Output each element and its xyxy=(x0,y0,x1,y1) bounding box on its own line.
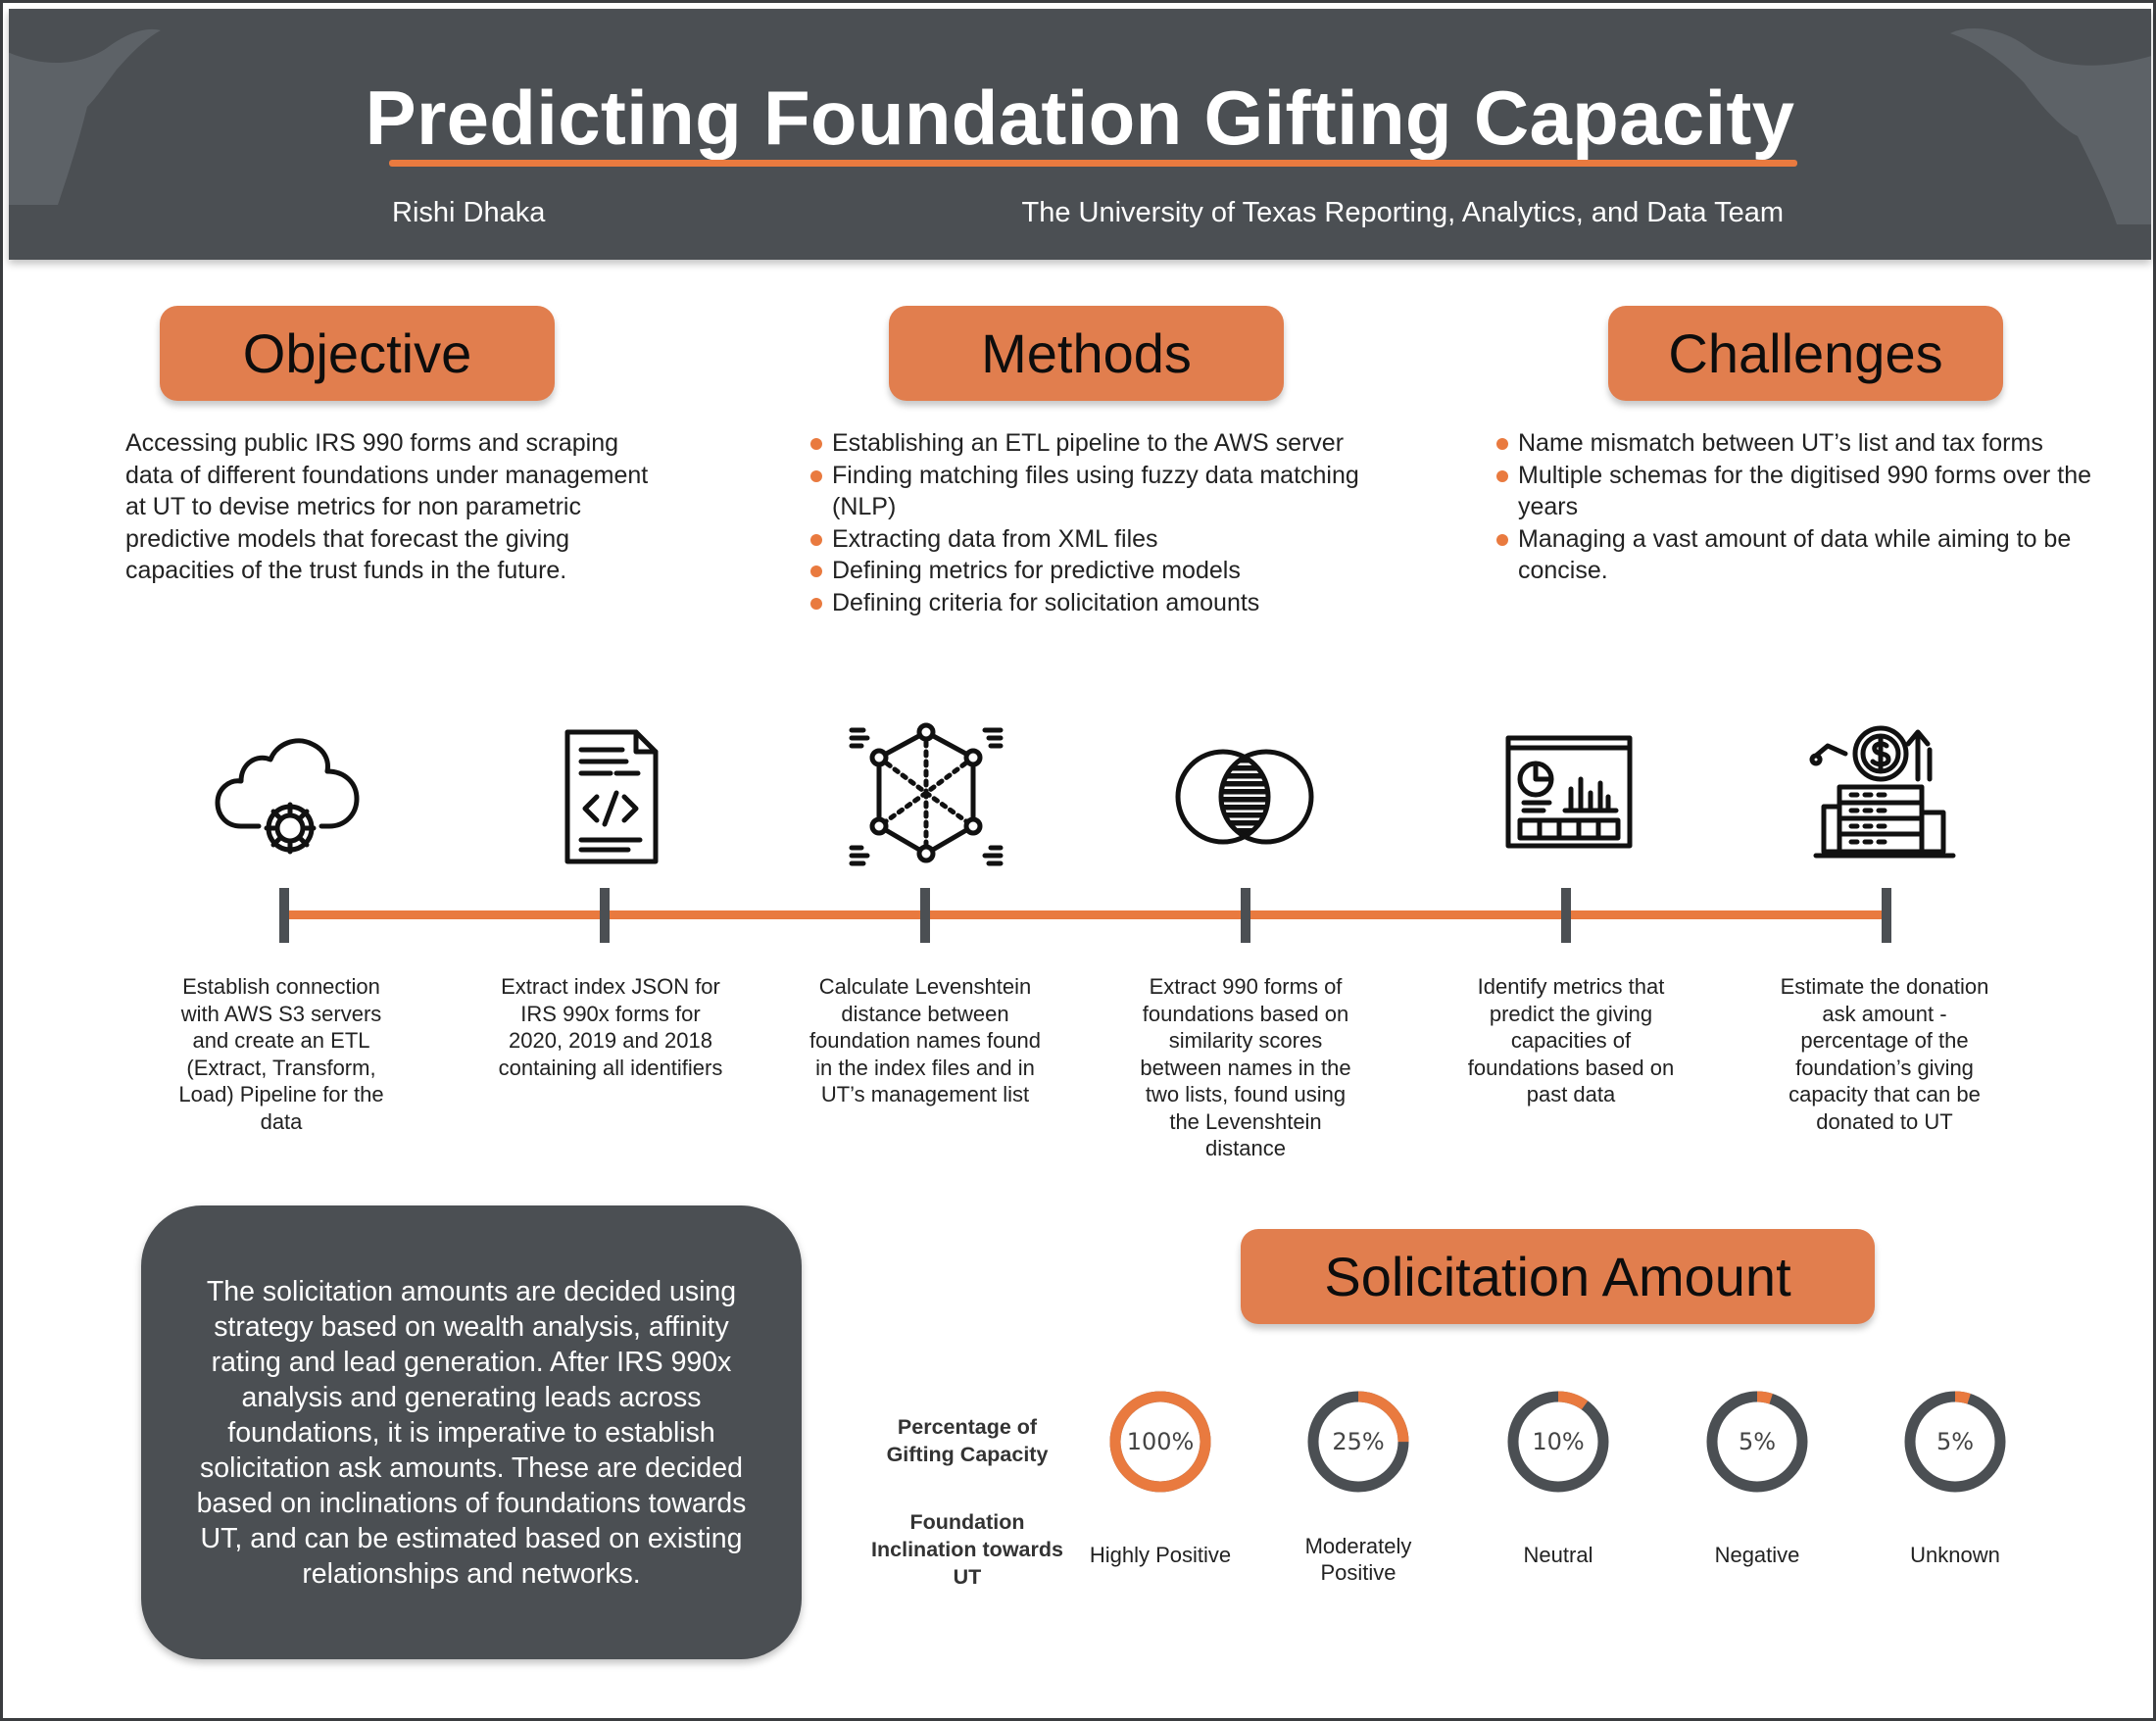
inclination-label: Unknown xyxy=(1910,1543,2000,1567)
money-growth-icon xyxy=(1809,725,1956,859)
methods-item: Finding matching files using fuzzy data … xyxy=(810,460,1398,523)
inclination-label: Highly Positive xyxy=(1089,1543,1232,1567)
inclination-label: Negative xyxy=(1714,1543,1800,1567)
methods-item: Extracting data from XML files xyxy=(810,523,1398,556)
analytics-dashboard-icon xyxy=(1505,735,1633,849)
donut-fill-arc xyxy=(1904,1391,2006,1493)
organization-name: The University of Texas Reporting, Analy… xyxy=(1021,197,1784,228)
donut-fill-arc xyxy=(1109,1391,1211,1493)
methods-item: Defining criteria for solicitation amoun… xyxy=(810,587,1398,619)
donut-percent-label: 25% xyxy=(1332,1428,1384,1455)
inclination-row-label: Foundation Inclination towards UT xyxy=(871,1510,1063,1589)
challenges-list: Name mismatch between UT’s list and tax … xyxy=(1496,427,2104,587)
donut-percent-label: 5% xyxy=(1936,1428,1974,1455)
solicitation-heading: Solicitation Amount xyxy=(1241,1229,1875,1324)
timeline-step-text: Extract 990 forms of foundations based o… xyxy=(1140,974,1351,1160)
challenges-item: Name mismatch between UT’s list and tax … xyxy=(1496,427,2104,460)
timeline-tick xyxy=(920,888,930,943)
inclination-label: Neutral xyxy=(1523,1543,1593,1567)
timeline-tick xyxy=(1561,888,1571,943)
methods-list: Establishing an ETL pipeline to the AWS … xyxy=(810,427,1398,618)
donut-fill-arc xyxy=(1507,1391,1609,1493)
challenges-item: Multiple schemas for the digitised 990 f… xyxy=(1496,460,2104,523)
solicitation-note-text: The solicitation amounts are decided usi… xyxy=(196,1275,747,1590)
timeline-tick xyxy=(1241,888,1250,943)
solicitation-note-box: The solicitation amounts are decided usi… xyxy=(141,1205,802,1659)
donut-percent-label: 5% xyxy=(1739,1428,1776,1455)
cloud-gear-icon xyxy=(215,738,360,855)
challenges-heading: Challenges xyxy=(1608,306,2003,401)
header-banner: Predicting Foundation Gifting Capacity R… xyxy=(9,9,2151,260)
methods-item: Establishing an ETL pipeline to the AWS … xyxy=(810,427,1398,460)
methods-item: Defining metrics for predictive models xyxy=(810,555,1398,587)
timeline-step-text: Calculate Levenshtein distance between f… xyxy=(808,974,1042,1106)
title-underline xyxy=(389,160,1797,167)
objective-text: Accessing public IRS 990 forms and scrap… xyxy=(125,429,649,584)
timeline-step-text: Extract index JSON for IRS 990x forms fo… xyxy=(498,974,723,1080)
timeline-tick xyxy=(279,888,289,943)
donut-percent-label: 10% xyxy=(1532,1428,1584,1455)
author-name: Rishi Dhaka xyxy=(392,197,546,228)
percentage-donut: 25% xyxy=(1307,1391,1409,1493)
poster-title: Predicting Foundation Gifting Capacity xyxy=(365,74,1795,161)
percentage-donut: 5% xyxy=(1904,1391,2006,1493)
data-cube-icon xyxy=(849,722,1004,866)
code-file-icon xyxy=(564,729,659,864)
inclination-label: Moderately Positive xyxy=(1304,1534,1412,1585)
challenges-item: Managing a vast amount of data while aim… xyxy=(1496,523,2104,587)
percentage-donut: 10% xyxy=(1507,1391,1609,1493)
timeline-step-text: Estimate the donation ask amount - perce… xyxy=(1780,974,1989,1134)
longhorn-left-icon xyxy=(9,29,161,205)
donut-fill-arc xyxy=(1307,1391,1409,1493)
timeline-tick xyxy=(1882,888,1891,943)
timeline-step-text: Identify metrics that predict the giving… xyxy=(1467,974,1675,1106)
venn-intersection-icon xyxy=(1175,749,1314,845)
timeline-tick xyxy=(600,888,610,943)
percentage-donut: 5% xyxy=(1706,1391,1808,1493)
donut-percent-label: 100% xyxy=(1127,1428,1195,1455)
donut-fill-arc xyxy=(1706,1391,1808,1493)
percentage-row-label: Percentage of Gifting Capacity xyxy=(886,1415,1049,1466)
percentage-donut: 100% xyxy=(1109,1391,1211,1493)
timeline-line xyxy=(284,910,1887,919)
objective-heading: Objective xyxy=(160,306,555,401)
methods-heading: Methods xyxy=(889,306,1284,401)
longhorn-right-icon xyxy=(1950,28,2151,224)
timeline-step-text: Establish connection with AWS S3 servers… xyxy=(178,974,384,1134)
